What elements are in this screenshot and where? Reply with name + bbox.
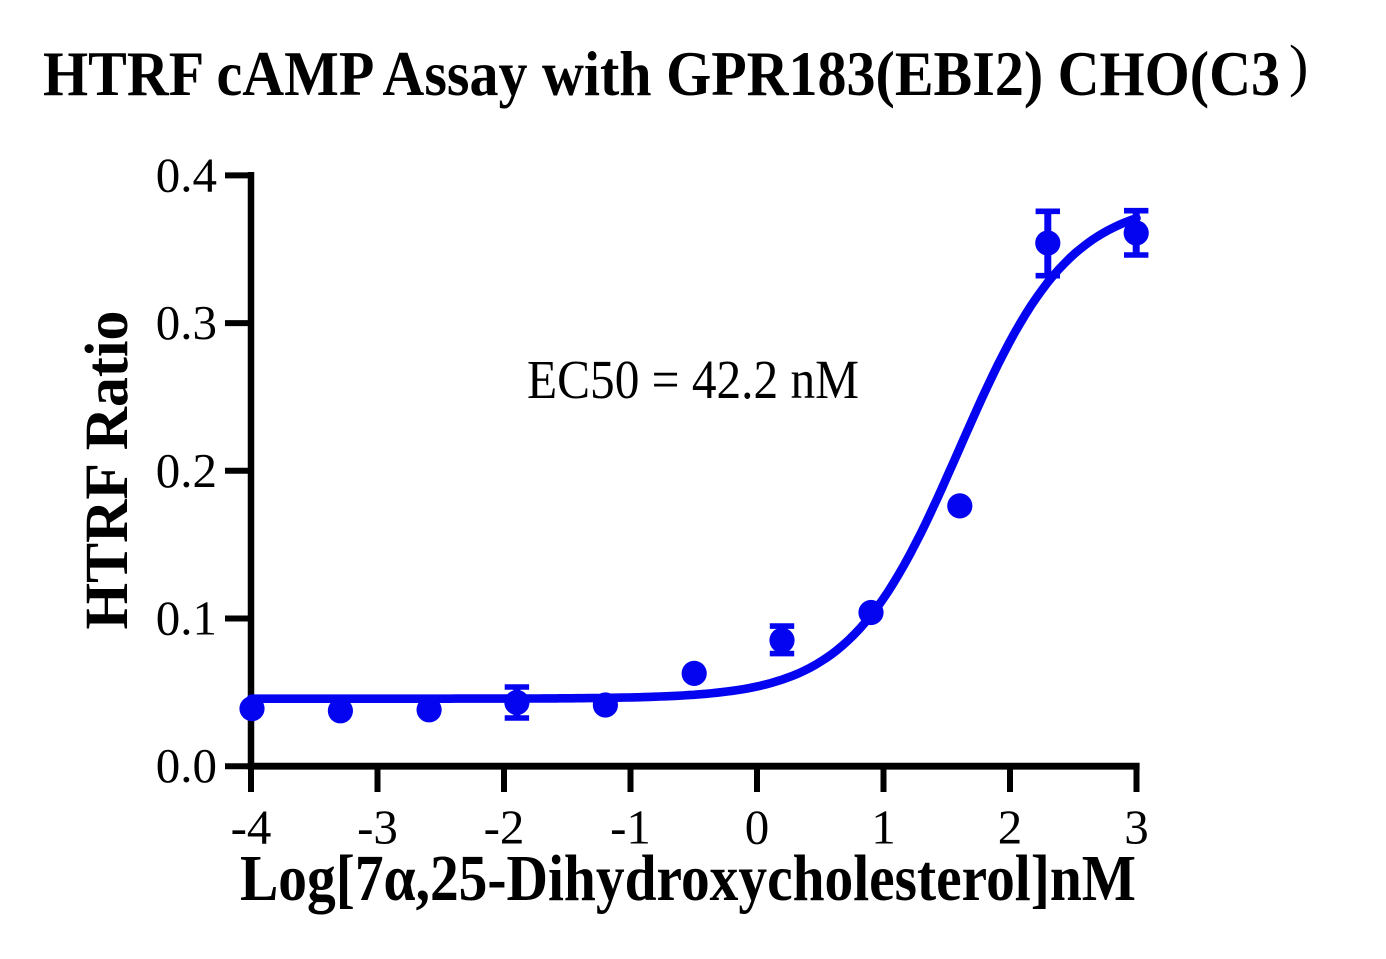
svg-text:0.3: 0.3	[156, 295, 217, 350]
svg-text:0.1: 0.1	[156, 591, 217, 646]
svg-text:1: 1	[871, 800, 896, 855]
svg-text:-1: -1	[610, 800, 651, 855]
svg-text:Log[7α,25-Dihydroxycholesterol: Log[7α,25-Dihydroxycholesterol]nM	[240, 842, 1136, 915]
svg-text:-4: -4	[231, 800, 272, 855]
svg-text:HTRF cAMP Assay with GPR183(EB: HTRF cAMP Assay with GPR183(EBI2) CHO(C3	[43, 38, 1280, 109]
svg-text:2: 2	[998, 800, 1023, 855]
svg-text:0: 0	[745, 800, 770, 855]
svg-text:3: 3	[1124, 800, 1149, 855]
svg-text:0.2: 0.2	[156, 443, 217, 498]
svg-text:0.4: 0.4	[156, 147, 217, 202]
svg-text:0.0: 0.0	[156, 738, 217, 793]
svg-text:EC50 = 42.2 nM: EC50 = 42.2 nM	[527, 349, 859, 410]
svg-text:HTRF Ratio: HTRF Ratio	[74, 311, 141, 630]
svg-text:-2: -2	[484, 800, 525, 855]
svg-text:): )	[1289, 33, 1308, 98]
svg-text:-3: -3	[357, 800, 398, 855]
